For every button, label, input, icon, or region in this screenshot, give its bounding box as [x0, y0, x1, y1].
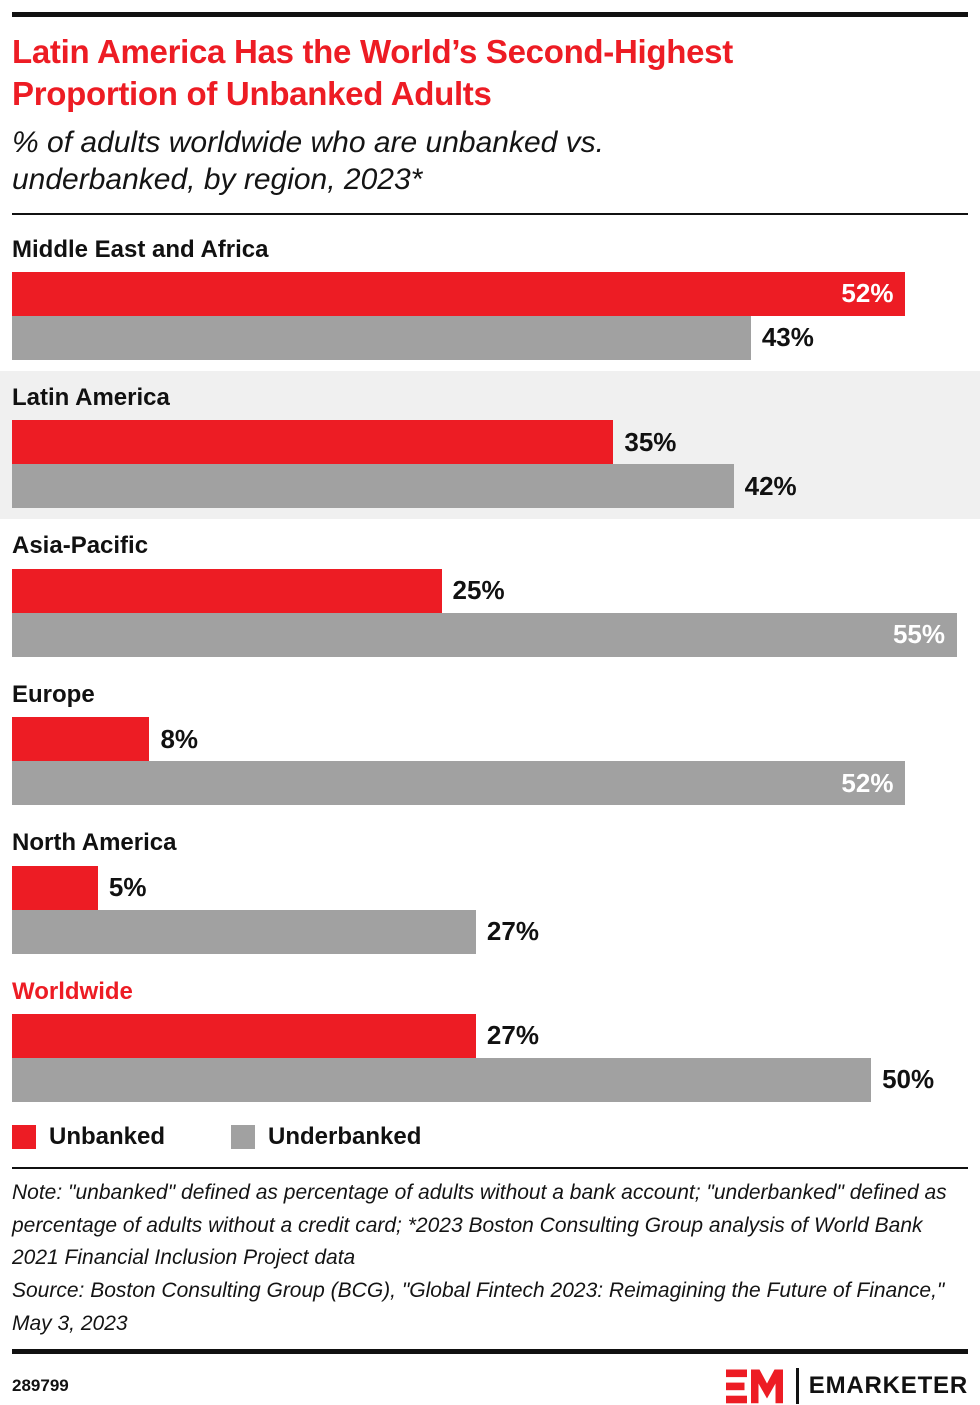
region-label: Worldwide [12, 977, 133, 1005]
underbanked-bar-track: 43% [12, 315, 957, 360]
bar-chart: Middle East and Africa 52% 43% Latin Ame… [0, 223, 980, 1113]
footer-rule [12, 1348, 968, 1354]
unbanked-value-label: 25% [452, 575, 505, 606]
underbanked-value-label: 55% [892, 619, 945, 650]
unbanked-bar [12, 568, 442, 613]
underbanked-bar [12, 909, 476, 954]
legend-label-underbanked: Underbanked [268, 1122, 422, 1150]
region-label: Latin America [12, 383, 170, 411]
chart-row: Worldwide 27% 50% [12, 965, 968, 1113]
note-divider [12, 1166, 968, 1169]
header-divider [12, 212, 968, 215]
chart-row: North America 5% 27% [12, 816, 968, 964]
unbanked-bar-track: 25% [12, 568, 957, 613]
underbanked-bar [12, 315, 751, 360]
chart-row: Asia-Pacific 25% 55% [12, 519, 968, 667]
underbanked-bar [12, 464, 734, 509]
unbanked-swatch [12, 1124, 36, 1149]
unbanked-bar [12, 420, 614, 465]
chart-id: 289799 [12, 1376, 69, 1396]
underbanked-bar: 52% [12, 761, 906, 806]
underbanked-value-label: 43% [761, 322, 814, 353]
underbanked-bar-track: 52% [12, 761, 957, 806]
legend-item-unbanked: Unbanked [12, 1123, 165, 1151]
unbanked-bar-track: 8% [12, 717, 957, 762]
top-accent-bar [12, 12, 968, 17]
note-source: Source: Boston Consulting Group (BCG), "… [12, 1279, 945, 1335]
brand-separator [796, 1368, 799, 1405]
unbanked-value-label: 27% [486, 1020, 539, 1051]
unbanked-bar-track: 27% [12, 1013, 957, 1058]
unbanked-bar-track: 52% [12, 271, 957, 316]
footer: 289799 EMARKETER [12, 1368, 968, 1405]
chart-row: Latin America 35% 42% [0, 370, 980, 520]
underbanked-value-label: 50% [882, 1064, 935, 1095]
legend-label-unbanked: Unbanked [49, 1122, 166, 1150]
region-label: North America [12, 829, 177, 857]
underbanked-swatch [231, 1124, 256, 1149]
brand-wordmark: EMARKETER [808, 1372, 968, 1400]
chart-title: Latin America Has the World’s Second-Hig… [12, 33, 733, 112]
note-block: Note: "unbanked" defined as percentage o… [12, 1177, 962, 1341]
legend-item-underbanked: Underbanked [231, 1123, 421, 1151]
chart-subtitle: % of adults worldwide who are unbanked v… [12, 125, 605, 196]
underbanked-bar [12, 1057, 872, 1102]
legend: Unbanked Underbanked [12, 1123, 968, 1151]
region-label: Europe [12, 680, 95, 708]
underbanked-bar-track: 55% [12, 612, 957, 657]
underbanked-value-label: 27% [486, 916, 539, 947]
unbanked-bar-track: 35% [12, 420, 957, 465]
chart-row: Middle East and Africa 52% 43% [12, 223, 968, 371]
note-definition: Note: "unbanked" defined as percentage o… [12, 1180, 947, 1270]
underbanked-value-label: 52% [841, 767, 894, 798]
unbanked-bar [12, 1013, 476, 1058]
unbanked-bar: 52% [12, 271, 906, 316]
unbanked-value-label: 52% [841, 278, 894, 309]
unbanked-value-label: 35% [624, 426, 677, 457]
chart-row: Europe 8% 52% [12, 668, 968, 816]
unbanked-value-label: 5% [108, 872, 147, 903]
underbanked-value-label: 42% [744, 470, 797, 501]
underbanked-bar-track: 50% [12, 1057, 957, 1102]
underbanked-bar-track: 42% [12, 464, 957, 509]
region-label: Middle East and Africa [12, 235, 269, 263]
underbanked-bar: 55% [12, 612, 957, 657]
region-label: Asia-Pacific [12, 532, 149, 560]
unbanked-bar [12, 865, 98, 910]
unbanked-bar [12, 717, 150, 762]
brand-lockup: EMARKETER [726, 1368, 968, 1405]
underbanked-bar-track: 27% [12, 909, 957, 954]
emarketer-logo-icon [726, 1369, 784, 1403]
unbanked-value-label: 8% [160, 723, 199, 754]
unbanked-bar-track: 5% [12, 865, 957, 910]
